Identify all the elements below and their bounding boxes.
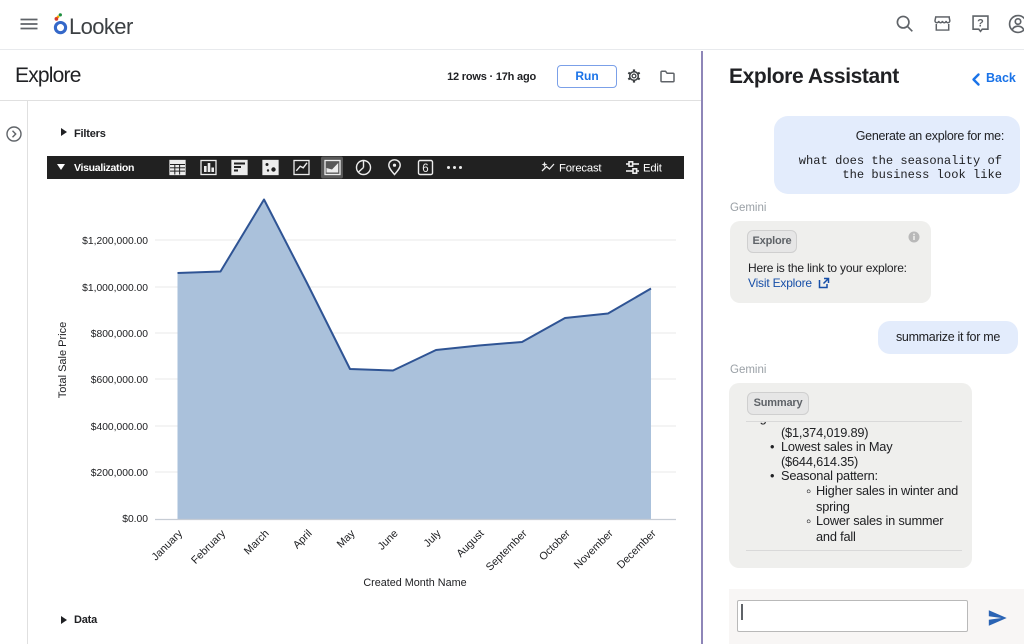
svg-text:Forecast: Forecast bbox=[559, 163, 602, 175]
svg-text:January: January bbox=[149, 527, 185, 563]
svg-text:$200,000.00: $200,000.00 bbox=[91, 468, 149, 479]
svg-text:$600,000.00: $600,000.00 bbox=[91, 375, 149, 386]
svg-text:October: October bbox=[537, 527, 573, 563]
svg-text:August: August bbox=[454, 528, 486, 560]
svg-text:6: 6 bbox=[422, 163, 428, 175]
svg-text:May: May bbox=[335, 527, 358, 550]
svg-text:December: December bbox=[615, 527, 659, 571]
svg-text:Edit: Edit bbox=[643, 163, 663, 175]
svg-text:Total Sale Price: Total Sale Price bbox=[57, 322, 69, 398]
svg-text:$400,000.00: $400,000.00 bbox=[91, 422, 149, 433]
svg-text:$0.00: $0.00 bbox=[122, 514, 148, 525]
svg-text:September: September bbox=[484, 527, 530, 573]
svg-text:April: April bbox=[291, 528, 315, 552]
svg-text:$1,200,000.00: $1,200,000.00 bbox=[82, 236, 148, 247]
svg-text:June: June bbox=[376, 528, 401, 553]
svg-text:$800,000.00: $800,000.00 bbox=[91, 329, 149, 340]
svg-text:Created Month Name: Created Month Name bbox=[363, 577, 466, 589]
svg-text:March: March bbox=[242, 528, 272, 558]
svg-text:February: February bbox=[189, 527, 228, 566]
svg-text:July: July bbox=[422, 527, 444, 549]
svg-text:?: ? bbox=[977, 18, 984, 30]
svg-text:$1,000,000.00: $1,000,000.00 bbox=[82, 283, 148, 294]
svg-text:November: November bbox=[572, 527, 616, 571]
